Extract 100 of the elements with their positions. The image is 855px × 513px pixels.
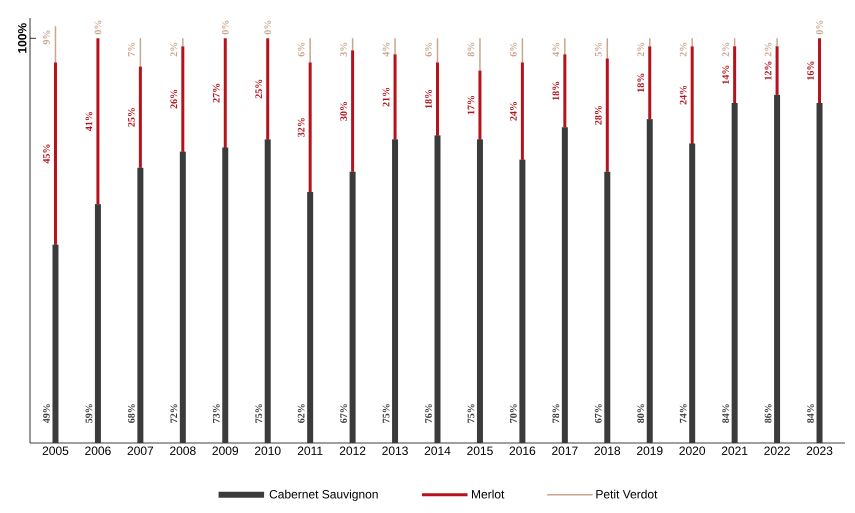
bar [307, 192, 314, 443]
bar [648, 46, 652, 120]
bar [137, 168, 144, 443]
data-label: 17% [468, 96, 474, 114]
data-label: 84% [807, 404, 814, 423]
bar [181, 46, 184, 152]
data-label: 27% [212, 84, 220, 102]
data-label: 32% [298, 118, 305, 137]
bar [690, 46, 694, 144]
x-tick-label: 2023 [806, 446, 832, 456]
x-tick-label: 2016 [510, 446, 536, 456]
data-label: 73% [212, 404, 220, 423]
x-tick-label: 2007 [128, 446, 154, 456]
data-label: 76% [425, 404, 432, 423]
x-tick-label: 2011 [298, 446, 322, 456]
bar [816, 102, 823, 443]
legend-label: Merlot [472, 490, 504, 498]
data-label: 4% [382, 42, 390, 57]
data-label: 6% [510, 42, 517, 56]
x-tick-label: 2005 [42, 446, 68, 456]
data-label: 70% [510, 404, 517, 423]
bar [392, 139, 398, 443]
bar [774, 94, 780, 443]
x-tick-label: 2013 [382, 446, 408, 456]
x-tick-label: 2015 [467, 446, 493, 456]
x-tick-label: 2018 [594, 446, 620, 456]
data-label: 18% [425, 90, 432, 108]
bar [689, 143, 696, 443]
data-label: 2% [722, 42, 730, 56]
data-label: 25% [128, 108, 135, 127]
data-label: 18% [637, 74, 644, 92]
bar [266, 38, 270, 140]
y-tick-label: 100% [18, 23, 26, 53]
data-label: 62% [298, 404, 305, 423]
bar [646, 119, 653, 443]
data-label: 8% [468, 42, 474, 56]
bar [264, 139, 271, 443]
data-label: 74% [680, 404, 687, 423]
data-label: 0% [94, 20, 102, 34]
bar [222, 148, 228, 443]
bar [604, 172, 610, 443]
data-label: 59% [86, 404, 92, 423]
data-label: 18% [552, 82, 560, 100]
data-label: 2% [764, 42, 772, 56]
data-label: 6% [298, 42, 305, 56]
bar [54, 62, 57, 245]
data-label: 6% [425, 42, 432, 56]
bar [350, 172, 356, 443]
bar [478, 70, 482, 140]
data-label: 41% [86, 112, 92, 132]
data-label: 14% [722, 66, 730, 84]
data-label: 75% [255, 404, 262, 423]
data-label: 0% [264, 20, 272, 34]
bar [818, 38, 822, 103]
data-label: 28% [594, 106, 602, 125]
bar [732, 102, 738, 443]
x-tick-label: 2006 [85, 446, 111, 456]
data-label: 26% [170, 90, 178, 109]
bar [138, 66, 142, 168]
bar [476, 139, 483, 443]
x-tick-label: 2017 [552, 446, 578, 456]
data-label: 0% [816, 20, 823, 34]
x-tick-label: 2014 [424, 446, 450, 456]
data-label: 30% [340, 102, 347, 121]
data-label: 2% [170, 42, 178, 56]
data-label: 67% [594, 404, 602, 423]
x-tick-label: 2020 [679, 446, 706, 456]
data-label: 16% [807, 62, 814, 80]
x-tick-label: 2009 [212, 446, 238, 456]
data-label: 25% [255, 80, 262, 98]
x-tick-label: 2012 [340, 446, 366, 456]
legend-label: Petit Verdot [596, 490, 658, 498]
bar [224, 38, 227, 148]
bar [94, 204, 101, 443]
bar [733, 46, 736, 103]
data-label: 86% [764, 404, 772, 423]
x-tick-label: 2022 [764, 446, 790, 456]
bar [520, 62, 524, 160]
data-label: 21% [382, 88, 390, 106]
data-label: 75% [382, 404, 390, 423]
data-label: 68% [128, 404, 135, 423]
bar [563, 54, 566, 128]
data-label: 5% [594, 42, 602, 56]
x-tick-label: 2008 [170, 446, 196, 456]
data-label: 78% [552, 404, 560, 423]
data-label: 24% [680, 86, 687, 104]
legend-label: Cabernet Sauvignon [270, 490, 378, 501]
bar [52, 244, 58, 443]
data-label: 75% [468, 404, 474, 423]
bar [562, 127, 568, 443]
data-label: 9% [43, 30, 50, 44]
x-tick-label: 2021 [722, 446, 748, 456]
data-label: 3% [340, 42, 347, 56]
x-tick-label: 2019 [636, 446, 663, 456]
bar [96, 38, 100, 204]
data-label: 84% [722, 404, 730, 423]
data-label: 49% [43, 404, 50, 424]
data-label: 0% [222, 20, 229, 34]
data-label: 2% [637, 42, 644, 56]
x-tick-label: 2010 [254, 446, 281, 456]
